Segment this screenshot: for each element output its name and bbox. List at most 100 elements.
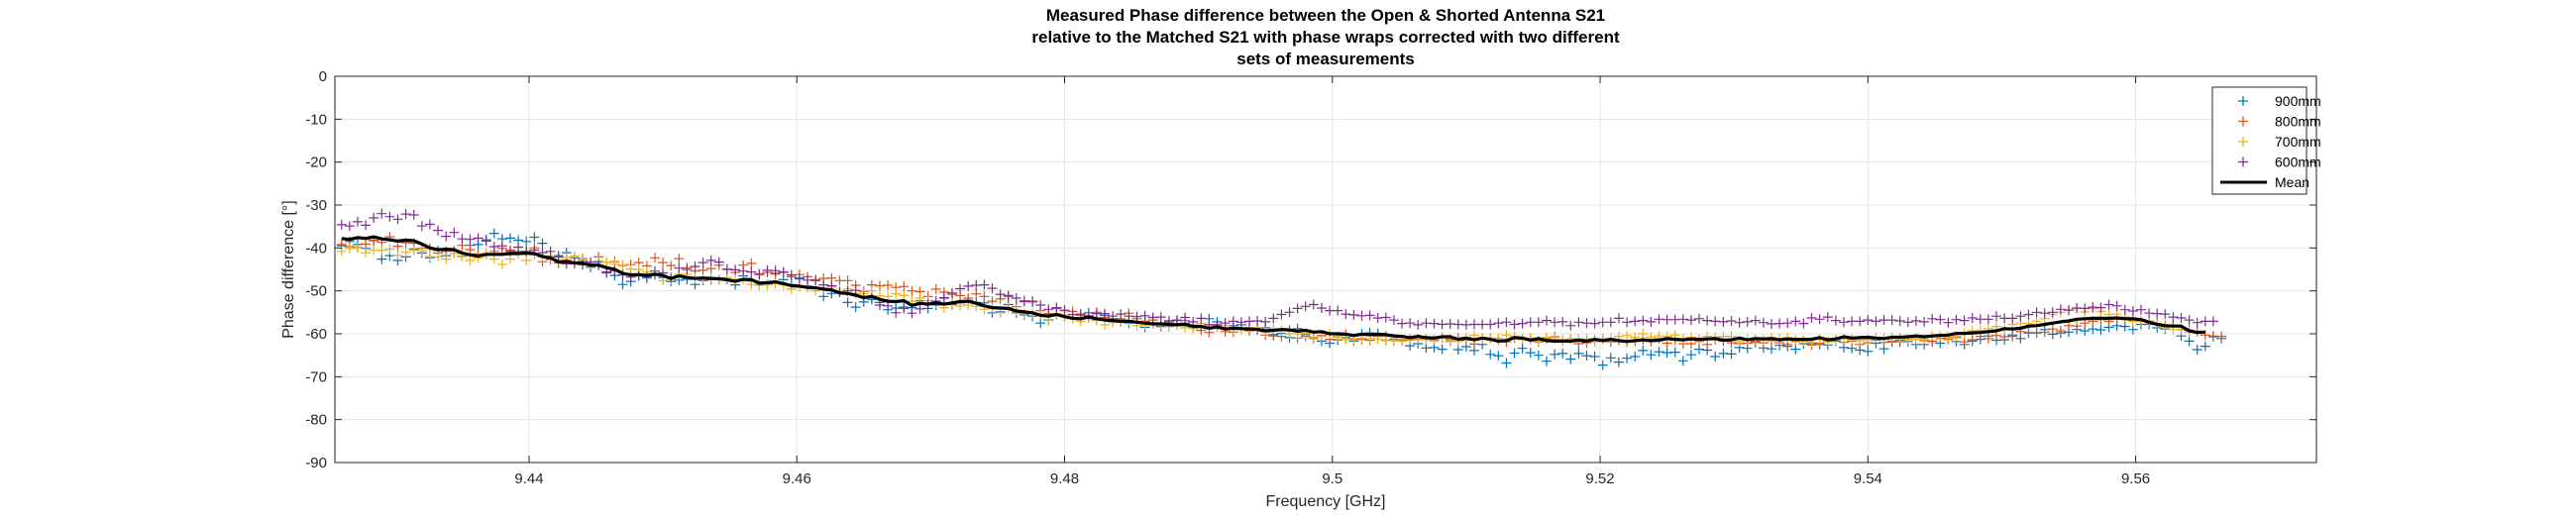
data-point-800mm	[979, 291, 990, 302]
series-mean	[341, 235, 2205, 344]
data-point-600mm	[441, 231, 452, 242]
data-point-600mm	[786, 269, 797, 280]
data-point-600mm	[2119, 304, 2130, 315]
y-tick-label: 0	[319, 68, 327, 85]
data-point-600mm	[746, 266, 757, 277]
data-point-600mm	[2207, 316, 2218, 327]
data-point-600mm	[1967, 313, 1978, 323]
data-point-700mm	[601, 257, 612, 267]
data-point-900mm	[1557, 348, 1568, 359]
data-point-700mm	[408, 245, 419, 256]
data-point-600mm	[1959, 315, 1970, 326]
data-point-600mm	[690, 261, 700, 271]
data-point-700mm	[617, 260, 628, 270]
legend: 900mm 800mm 700mm 600mm Mean	[2211, 86, 2321, 195]
axes-background	[335, 76, 2316, 463]
data-point-900mm	[1533, 350, 1544, 361]
data-point-600mm	[1228, 316, 1238, 327]
x-tick-label: 9.5	[1322, 470, 1342, 487]
data-point-700mm	[914, 293, 925, 303]
legend-box	[2211, 86, 2308, 195]
data-point-900mm	[1726, 349, 1737, 360]
axes-box	[334, 75, 2317, 464]
data-point-600mm	[1718, 316, 1729, 327]
data-point-600mm	[875, 300, 885, 310]
data-point-600mm	[1814, 314, 1825, 325]
data-point-600mm	[1316, 303, 1327, 313]
data-point-600mm	[513, 242, 524, 253]
data-point-900mm	[1863, 346, 1874, 357]
data-point-600mm	[1413, 319, 1424, 330]
legend-label-mean: Mean	[2275, 174, 2309, 190]
data-point-600mm	[930, 296, 941, 307]
data-point-600mm	[1886, 315, 1897, 326]
data-point-600mm	[400, 209, 411, 220]
data-point-900mm	[617, 279, 628, 290]
data-point-800mm	[2055, 326, 2066, 336]
data-point-600mm	[1035, 300, 1046, 310]
data-point-900mm	[1565, 354, 1576, 364]
data-point-800mm	[971, 288, 982, 299]
data-point-600mm	[955, 283, 966, 294]
data-point-600mm	[1533, 317, 1544, 328]
data-point-900mm	[1597, 360, 1608, 370]
data-point-800mm	[2039, 327, 2050, 338]
data-point-600mm	[1726, 316, 1737, 326]
data-point-900mm	[2192, 345, 2202, 355]
data-point-600mm	[1268, 313, 1279, 324]
data-point-600mm	[1348, 309, 1359, 320]
data-point-600mm	[1894, 316, 1905, 326]
data-point-600mm	[1284, 307, 1295, 318]
chart-title-line-1: Measured Phase difference between the Op…	[1046, 6, 1605, 25]
data-point-800mm	[666, 260, 677, 271]
data-point-600mm	[392, 214, 403, 225]
data-point-700mm	[433, 252, 444, 262]
data-point-900mm	[537, 238, 548, 249]
data-point-600mm	[2064, 305, 2074, 316]
data-point-700mm	[1341, 334, 1351, 345]
data-point-600mm	[1557, 316, 1568, 327]
data-point-700mm	[465, 255, 476, 265]
data-point-600mm	[1782, 318, 1793, 329]
data-point-900mm	[842, 297, 853, 308]
data-point-900mm	[521, 236, 532, 247]
data-point-600mm	[1902, 317, 1913, 328]
data-point-600mm	[1180, 312, 1191, 323]
data-point-700mm	[416, 246, 427, 257]
data-point-600mm	[1517, 318, 1528, 329]
data-point-600mm	[1565, 320, 1576, 331]
data-point-900mm	[1638, 345, 1649, 356]
legend-label-600mm: 600mm	[2275, 155, 2321, 170]
legend-swatch-900mm	[2238, 96, 2248, 106]
data-point-600mm	[682, 264, 693, 274]
data-point-600mm	[553, 252, 564, 262]
data-point-600mm	[770, 265, 781, 276]
data-point-600mm	[1702, 315, 1713, 326]
data-point-600mm	[2015, 311, 2026, 322]
data-point-900mm	[1437, 344, 1448, 355]
data-point-700mm	[376, 245, 387, 256]
data-point-600mm	[488, 242, 499, 252]
data-point-600mm	[1131, 311, 1142, 322]
data-point-800mm	[899, 281, 910, 292]
data-point-700mm	[1685, 332, 1696, 343]
data-point-600mm	[738, 265, 749, 276]
data-point-900mm	[1035, 318, 1046, 329]
data-point-600mm	[496, 241, 507, 252]
data-point-600mm	[1235, 317, 1246, 328]
data-point-600mm	[2127, 306, 2138, 316]
data-point-600mm	[1951, 314, 1962, 325]
plot-area: 9.44 9.46 9.48 9.5 9.52 9.54 9.56 0 -10 -20 -30 -40…	[305, 68, 2317, 487]
data-point-600mm	[1991, 311, 2001, 322]
data-point-600mm	[987, 283, 998, 294]
data-point-600mm	[1252, 316, 1263, 326]
data-point-600mm	[2168, 312, 2179, 323]
data-point-600mm	[1051, 302, 1062, 313]
data-point-900mm	[529, 232, 540, 243]
data-point-900mm	[2184, 336, 2195, 347]
x-tick-label: 9.44	[514, 470, 543, 487]
data-point-600mm	[698, 258, 708, 268]
data-point-600mm	[914, 303, 925, 314]
data-point-600mm	[1694, 313, 1704, 324]
data-point-900mm	[850, 302, 861, 313]
